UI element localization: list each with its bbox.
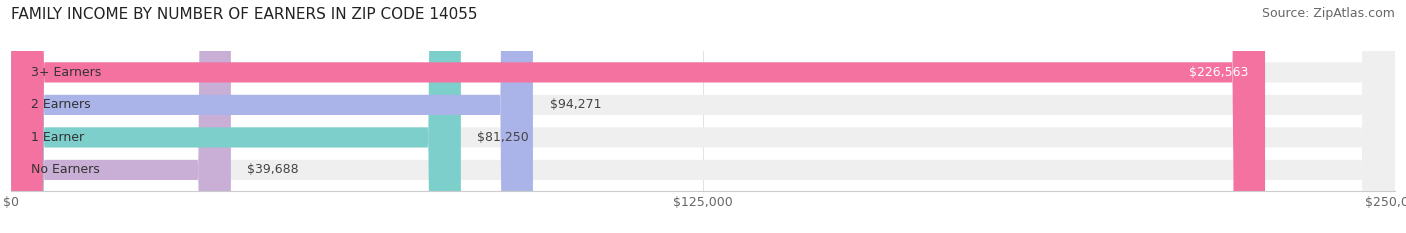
Text: $94,271: $94,271	[550, 98, 600, 111]
Text: 1 Earner: 1 Earner	[31, 131, 84, 144]
FancyBboxPatch shape	[11, 0, 533, 233]
FancyBboxPatch shape	[11, 0, 461, 233]
Text: $226,563: $226,563	[1189, 66, 1249, 79]
FancyBboxPatch shape	[11, 0, 1395, 233]
Text: $81,250: $81,250	[478, 131, 529, 144]
Text: FAMILY INCOME BY NUMBER OF EARNERS IN ZIP CODE 14055: FAMILY INCOME BY NUMBER OF EARNERS IN ZI…	[11, 7, 478, 22]
FancyBboxPatch shape	[11, 0, 1395, 233]
Text: 3+ Earners: 3+ Earners	[31, 66, 101, 79]
FancyBboxPatch shape	[11, 0, 1265, 233]
FancyBboxPatch shape	[11, 0, 1395, 233]
Text: 2 Earners: 2 Earners	[31, 98, 90, 111]
FancyBboxPatch shape	[11, 0, 231, 233]
Text: No Earners: No Earners	[31, 163, 100, 176]
Text: Source: ZipAtlas.com: Source: ZipAtlas.com	[1261, 7, 1395, 20]
FancyBboxPatch shape	[11, 0, 1395, 233]
Text: $39,688: $39,688	[247, 163, 299, 176]
